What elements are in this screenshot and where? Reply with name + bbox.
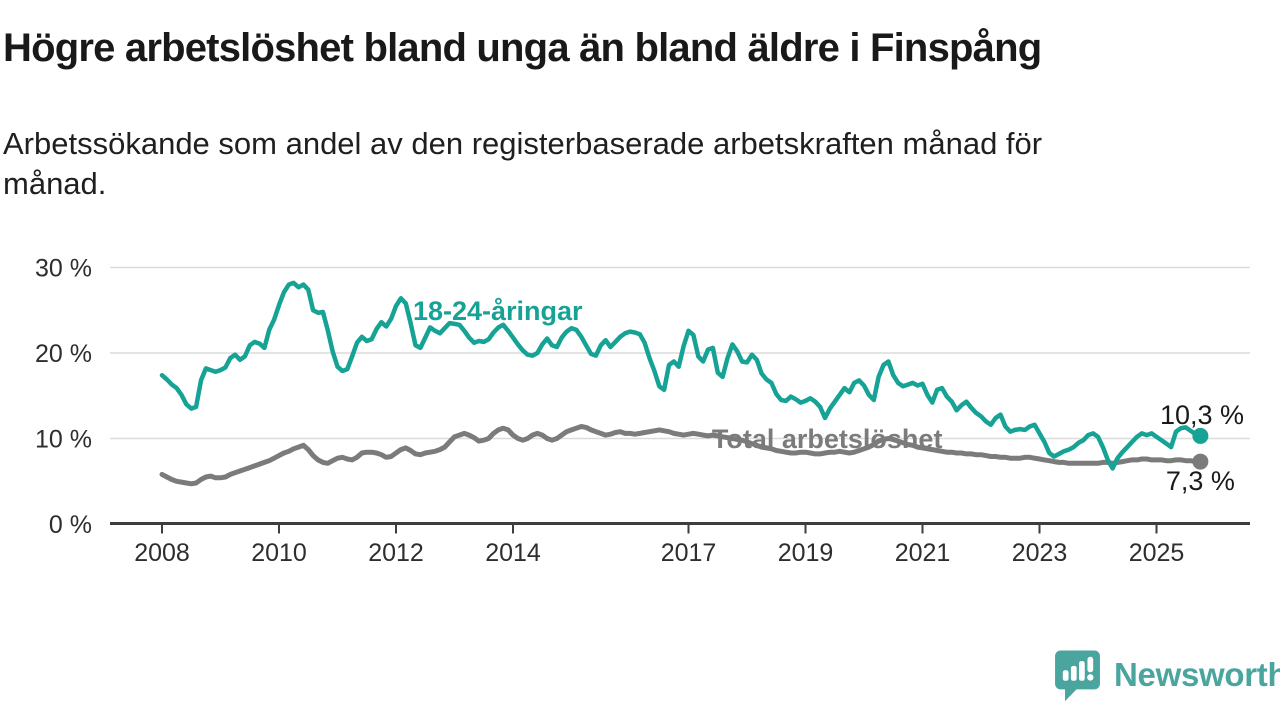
x-tick-label-2021: 2021 (895, 539, 951, 567)
y-tick-label-0: 0 % (49, 511, 92, 539)
total-end-dot (1192, 453, 1209, 470)
chart-subtitle: Arbetssökande som andel av den registerb… (3, 124, 1213, 204)
x-tick-label-2025: 2025 (1129, 539, 1185, 567)
y-tick-label-20: 20 % (35, 340, 92, 368)
y-tick-label-30: 30 % (35, 255, 92, 283)
x-tick-label-2010: 2010 (251, 539, 307, 567)
total-end-label: 7,3 % (1166, 466, 1235, 496)
youth-end-label: 10,3 % (1160, 400, 1244, 430)
newsworthy-logo: Newsworthy (1052, 648, 1280, 702)
logo-bar-medium (1070, 665, 1077, 681)
total-line (159, 424, 1203, 487)
youth-end-dot (1192, 427, 1209, 444)
youth-line (159, 280, 1203, 471)
logo-bar-small (1062, 670, 1069, 681)
newsworthy-bubble-icon (1055, 650, 1100, 702)
logo-bar-large (1079, 661, 1085, 681)
youth-series-label: 18-24-åringar (413, 296, 583, 326)
newsworthy-wordmark: Newsworthy (1114, 656, 1280, 693)
chart-subtitle-line1: Arbetssökande som andel av den registerb… (3, 126, 1043, 161)
total-series-label: Total arbetslöshet (712, 424, 943, 454)
x-tick-label-2023: 2023 (1012, 539, 1068, 567)
y-tick-label-10: 10 % (35, 426, 92, 454)
chart-title: Högre arbetslöshet bland unga än bland ä… (3, 26, 1042, 70)
logo-exclamation-stem (1087, 656, 1094, 673)
logo-exclamation-dot (1087, 674, 1094, 681)
x-tick-label-2017: 2017 (661, 539, 717, 567)
x-tick-label-2012: 2012 (368, 539, 424, 567)
chart-subtitle-line2: månad. (3, 166, 107, 201)
x-tick-label-2019: 2019 (778, 539, 834, 567)
x-tick-label-2014: 2014 (485, 539, 541, 567)
x-tick-label-2008: 2008 (134, 539, 190, 567)
